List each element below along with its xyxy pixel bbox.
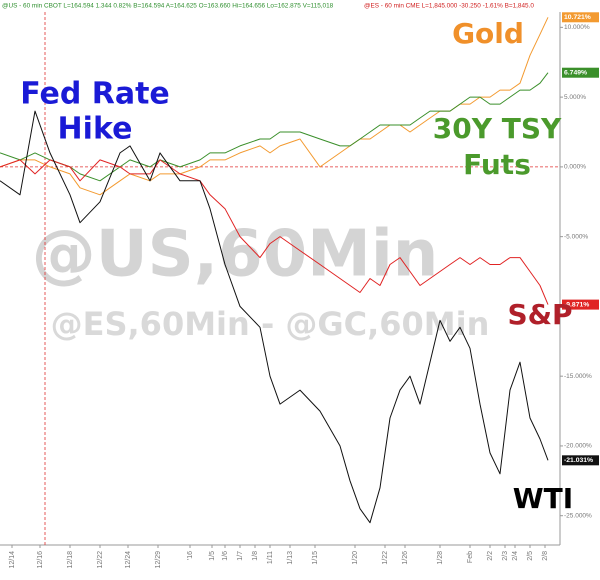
x-tick-label: 1/28 [437,551,444,565]
x-tick-label: 2/2 [487,551,494,561]
x-tick-label: 2/8 [542,551,549,561]
x-tick-label: 1/22 [382,551,389,565]
watermark: @US,60Min [32,218,439,292]
y-tick-label: -5.000% [564,233,588,240]
series-line [0,159,549,305]
x-tick-label: 12/14 [9,551,16,569]
quote-line: @US - 60 min CBOT L=164.594 1.344 0.82% … [2,3,334,10]
y-tick-label: 0.000% [564,164,586,171]
x-tick-label: 12/16 [37,551,44,569]
x-tick-label: 2/3 [502,551,509,561]
series-line [0,110,549,524]
annotation: Gold [452,17,524,50]
annotation: S&P [507,298,572,331]
watermark: @ES,60Min - @GC,60Min [51,305,490,343]
annotation: WTI [513,482,573,515]
annotation: Fed Rate [20,77,170,112]
end-label-box [562,455,599,466]
x-tick-label: 1/26 [402,551,409,565]
y-tick-label: -25.000% [564,512,592,519]
end-label: -9.871% [564,301,589,308]
x-tick-label: 1/13 [287,551,294,565]
header-bar [0,0,600,11]
x-tick-label: 12/24 [125,551,132,569]
x-tick-label: 1/6 [222,551,229,561]
x-tick-label: 1/5 [209,551,216,561]
quote-line: @ES - 60 min CME L=1,845.000 -30.250 -1.… [364,3,534,10]
x-tick-label: 12/22 [97,551,104,569]
end-label: 10.721% [564,14,591,21]
end-label: -21.031% [564,457,593,464]
annotation: 30Y TSY [433,112,562,145]
y-tick-label: -15.000% [564,373,592,380]
y-tick-label: 10.000% [564,24,590,31]
y-tick-label: -20.000% [564,443,592,450]
x-tick-label: 2/4 [512,551,519,561]
x-tick-label: 1/15 [312,551,319,565]
x-tick-label: 1/11 [267,551,274,564]
annotation: Hike [58,112,133,147]
end-label-box [562,67,599,78]
x-tick-label: 1/20 [352,551,359,565]
x-tick-label: Feb [467,551,474,563]
x-tick-label: 2/5 [527,551,534,561]
x-tick-label: 12/18 [67,551,74,569]
x-tick-label: 1/7 [237,551,244,561]
x-tick-label: '16 [187,551,194,560]
y-tick-label: 5.000% [564,94,586,101]
end-label: 6.749% [564,70,587,77]
annotation: Futs [463,148,531,181]
x-tick-label: 12/29 [155,551,162,569]
x-tick-label: 1/8 [252,551,259,561]
end-label-box [562,12,599,23]
end-label-box [562,299,599,310]
